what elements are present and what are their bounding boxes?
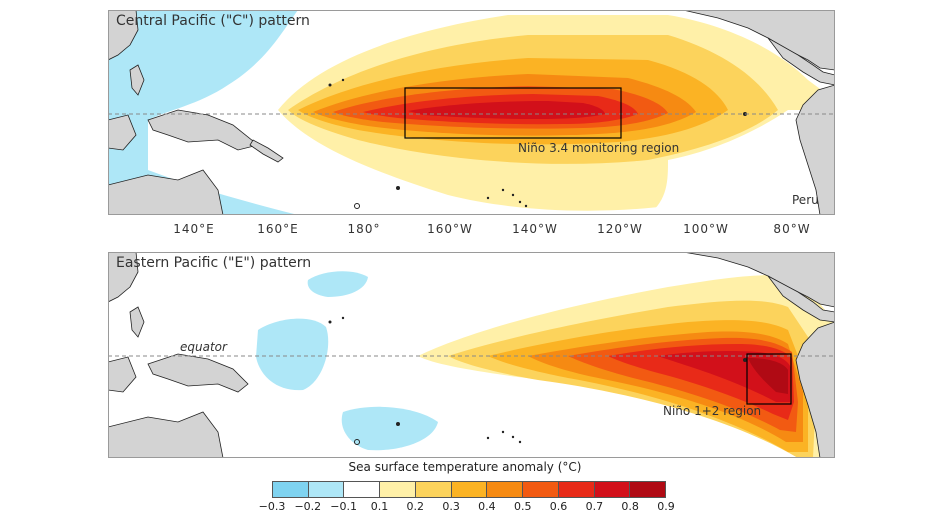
legend-swatch <box>523 482 559 497</box>
land-central-america <box>767 37 835 86</box>
legend-tick-label: 0.5 <box>513 500 532 513</box>
legend-tick-label: 0.4 <box>478 500 496 513</box>
legend-swatch <box>273 482 309 497</box>
legend-ticks: −0.3 −0.2 −0.1 0.1 0.2 0.3 0.4 0.5 0.6 0.7 0.8 0.9 <box>259 500 675 516</box>
lon-tick: 100°W <box>683 222 729 236</box>
lon-tick: 80°W <box>773 222 811 236</box>
color-legend-bar <box>272 481 666 498</box>
legend-swatch <box>344 482 381 497</box>
central-pacific-map-svg <box>108 10 835 215</box>
nino-1-2-box <box>746 353 792 405</box>
cool-anomaly-north <box>307 271 368 297</box>
land-australia <box>108 411 224 458</box>
lon-tick: 160°W <box>427 222 473 236</box>
lon-tick: 180° <box>347 222 381 236</box>
legend-tick-label: 0.3 <box>442 500 460 513</box>
legend-tick-label: 0.6 <box>549 500 568 513</box>
eastern-pacific-map-svg <box>108 252 835 458</box>
legend-swatch <box>487 482 524 497</box>
legend-swatch <box>594 482 631 497</box>
peru-label: Peru <box>792 193 819 207</box>
legend-tick-label: −0.3 <box>258 500 286 513</box>
lon-tick: 140°E <box>173 222 215 236</box>
east-neutral-region <box>648 110 835 215</box>
equator-label: equator <box>180 340 227 354</box>
warm-level-7 <box>408 101 605 119</box>
legend-swatch <box>630 482 666 497</box>
land-new-guinea <box>147 109 259 151</box>
land-central-america <box>767 275 835 323</box>
legend-tick-label: −0.2 <box>294 500 322 513</box>
land-borneo <box>108 114 137 151</box>
lon-tick: 160°E <box>257 222 299 236</box>
panel-title: Central Pacific ("C") pattern <box>116 13 310 29</box>
legend-swatch <box>558 482 595 497</box>
land-solomon <box>249 139 284 163</box>
nino-3-4-box <box>404 87 622 139</box>
legend-tick-label: 0.8 <box>621 500 639 513</box>
lon-tick: 140°W <box>512 222 558 236</box>
land-borneo <box>108 356 137 393</box>
map-central-pacific: Central Pacific ("C") pattern Niño 3.4 m… <box>108 10 835 215</box>
nino-1-2-label: Niño 1+2 region <box>663 404 762 418</box>
land-asia <box>108 252 139 303</box>
land-philippines <box>129 306 145 338</box>
longitude-axis: 140°E 160°E 180° 160°W 140°W 120°W 100°W… <box>108 222 835 244</box>
legend-tick-label: 0.2 <box>406 500 425 513</box>
legend-swatch <box>415 482 452 497</box>
legend-tick-label: 0.1 <box>370 500 389 513</box>
land-new-guinea <box>147 353 249 393</box>
legend-swatch <box>308 482 345 497</box>
cool-anomaly-south <box>341 406 438 451</box>
land-australia <box>108 169 224 215</box>
lon-tick: 120°W <box>597 222 643 236</box>
small-islands <box>328 316 747 445</box>
legend-title: Sea surface temperature anomaly (°C) <box>348 460 582 474</box>
land-south-america <box>795 84 835 215</box>
land-philippines <box>129 64 145 96</box>
legend-tick-label: 0.7 <box>585 500 604 513</box>
nino-3-4-label: Niño 3.4 monitoring region <box>518 141 680 155</box>
legend-swatch <box>380 482 416 497</box>
cool-anomaly-west <box>108 10 298 215</box>
legend-tick-label: 0.9 <box>657 500 675 513</box>
legend-tick-label: −0.1 <box>330 500 357 513</box>
warm-level-8 <box>748 358 788 394</box>
cool-anomaly-center <box>256 318 329 391</box>
panel-title: Eastern Pacific ("E") pattern <box>116 255 312 271</box>
land-asia <box>108 10 139 61</box>
map-eastern-pacific: Eastern Pacific ("E") pattern equator Ni… <box>108 252 835 458</box>
legend-swatch <box>451 482 488 497</box>
